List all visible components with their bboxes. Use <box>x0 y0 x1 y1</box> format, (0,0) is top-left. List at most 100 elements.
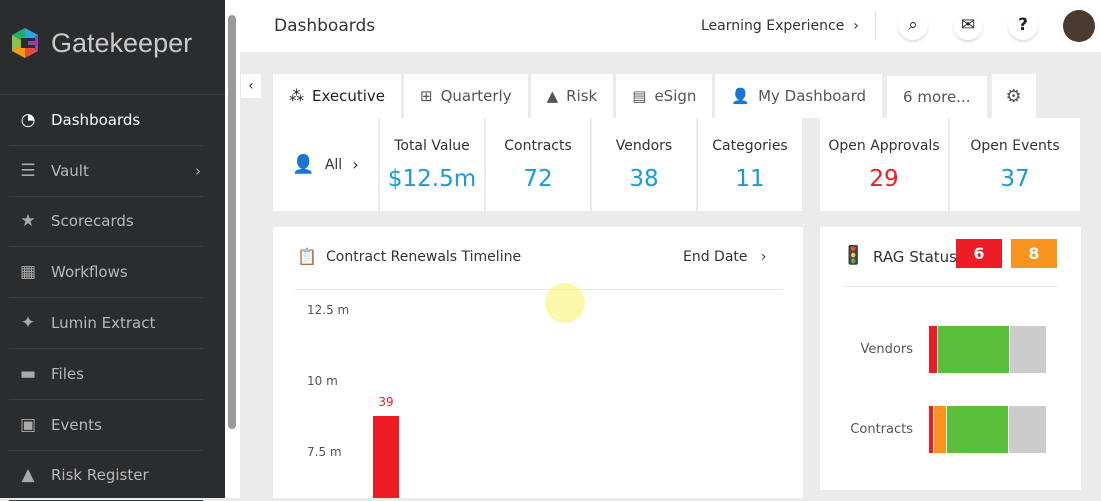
cursor-highlight <box>545 283 585 323</box>
sidebar-item-workflows[interactable]: ▦ Workflows <box>9 247 203 299</box>
tab-label: Risk <box>566 87 598 105</box>
stats-group: 👤 All › Total Value $12.5m Contracts 72 Vend… <box>273 118 802 211</box>
y-tick-label: 7.5 m <box>307 445 342 459</box>
header: Dashboards Learning Experience › ⌕ ✉ ? <box>240 0 1101 52</box>
rag-segment-green[interactable] <box>938 326 1009 373</box>
rag-segment-none[interactable] <box>1009 406 1046 453</box>
sidebar-item-dashboards[interactable]: ◔ Dashboards <box>9 95 203 146</box>
sidebar-item-lumin-extract[interactable]: ✦ Lumin Extract <box>9 298 203 349</box>
tab-6-more[interactable]: 6 more... <box>885 74 989 118</box>
dashboard-settings-button[interactable]: ⚙ <box>991 74 1036 118</box>
scrollbar-thumb[interactable] <box>228 15 236 429</box>
sidebar-item-label: Lumin Extract <box>51 314 156 333</box>
stat-open-approvals[interactable]: Open Approvals 29 <box>820 118 948 211</box>
collapse-button[interactable]: ‹ <box>241 74 261 98</box>
logo[interactable]: Gatekeeper <box>9 27 192 59</box>
clipboard-check-icon: 📋 <box>297 247 317 266</box>
amber-count-badge[interactable]: 8 <box>1011 239 1057 268</box>
tab-risk[interactable]: ▲ Risk <box>530 74 614 118</box>
stat-value: 29 <box>869 165 899 192</box>
stat-value: 37 <box>1000 165 1030 192</box>
end-date-sort[interactable]: End Date › <box>683 249 767 265</box>
link-label: Learning Experience <box>701 18 845 34</box>
dashboard-tabs: ⁂ Executive ⊞ Quarterly ▲ Risk ▤ eSign 👤 My Dashb… <box>273 74 1036 118</box>
network-icon: ⁂ <box>289 87 304 105</box>
tab-executive[interactable]: ⁂ Executive <box>273 74 402 118</box>
divider <box>295 289 783 290</box>
red-count-badge[interactable]: 6 <box>956 239 1002 268</box>
stat-value: 72 <box>523 165 553 192</box>
sidebar-item-label: Risk Register <box>51 466 149 485</box>
y-tick-label: 12.5 m <box>307 303 350 317</box>
sort-label: End Date <box>683 249 748 265</box>
rag-segment-amber[interactable] <box>933 406 947 453</box>
tab-quarterly[interactable]: ⊞ Quarterly <box>404 74 528 118</box>
rag-category-label: Contracts <box>850 422 913 437</box>
avatar[interactable] <box>1063 10 1095 42</box>
tab-label: 6 more... <box>903 88 971 106</box>
chevron-right-icon: › <box>760 249 767 265</box>
filter-all[interactable]: 👤 All › <box>273 118 378 211</box>
sidebar-item-files[interactable]: ▬ Files <box>9 349 203 400</box>
page-title: Dashboards <box>274 16 376 36</box>
sidebar-item-scorecards[interactable]: ★ Scorecards <box>9 197 203 248</box>
document-icon: ▤ <box>632 87 647 105</box>
tab-label: My Dashboard <box>758 87 867 105</box>
stat-value: 38 <box>629 165 659 192</box>
chevron-right-icon: › <box>195 161 201 180</box>
sidebar-nav: ◔ Dashboards ☰ Vault › ★ Scorecards ▦ Workflows ✦… <box>0 94 225 501</box>
stats-group-open: Open Approvals 29 Open Events 37 <box>820 118 1080 211</box>
user-icon: 👤 <box>292 154 315 175</box>
stat-vendors[interactable]: Vendors 38 <box>592 118 696 211</box>
tab-label: Executive <box>312 87 386 105</box>
warning-icon: ▲ <box>546 87 559 105</box>
sparkle-icon: ✦ <box>20 313 36 334</box>
card-title: Contract Renewals Timeline <box>326 249 522 265</box>
scorecard-icon: ★ <box>20 211 36 232</box>
gatekeeper-logo-icon <box>12 28 38 58</box>
sidebar-item-events[interactable]: ▣ Events <box>9 400 203 451</box>
stat-label: Vendors <box>615 137 673 154</box>
rag-status-card: 🚦 RAG Status 6 8 Vendors Contracts <box>820 227 1081 490</box>
sidebar-item-vault[interactable]: ☰ Vault › <box>9 146 203 197</box>
rag-segment-none[interactable] <box>1009 326 1046 373</box>
vault-icon: ☰ <box>20 160 36 181</box>
tab-label: eSign <box>654 87 697 105</box>
chevron-right-icon: › <box>853 18 859 34</box>
search-icon[interactable]: ⌕ <box>898 10 928 40</box>
chevron-right-icon: › <box>352 155 359 174</box>
stat-total-value[interactable]: Total Value $12.5m <box>380 118 484 211</box>
sidebar-item-label: Events <box>51 415 102 434</box>
y-tick-label: 10 m <box>307 374 338 388</box>
sidebar-item-risk-register[interactable]: ▲ Risk Register <box>9 451 203 501</box>
tab-my-dashboard[interactable]: 👤 My Dashboard <box>715 74 883 118</box>
traffic-light-icon: 🚦 <box>842 245 865 266</box>
divider <box>842 286 1059 287</box>
mail-icon[interactable]: ✉ <box>953 10 983 40</box>
sidebar-item-label: Vault <box>51 161 89 180</box>
rag-segment-green[interactable] <box>947 406 1009 453</box>
stat-value: $12.5m <box>387 165 477 192</box>
help-icon[interactable]: ? <box>1008 10 1038 40</box>
sidebar-item-label: Files <box>51 364 84 383</box>
sidebar-scrollbar[interactable] <box>225 0 240 498</box>
tab-esign[interactable]: ▤ eSign <box>616 74 713 118</box>
stat-contracts[interactable]: Contracts 72 <box>486 118 590 211</box>
filter-label: All <box>324 156 343 173</box>
bar[interactable] <box>373 416 399 498</box>
tab-label: Quarterly <box>440 87 512 105</box>
warning-icon: ▲ <box>21 465 35 486</box>
stat-label: Categories <box>712 137 788 154</box>
contract-renewals-card: 📋 Contract Renewals Timeline End Date › … <box>273 227 803 498</box>
stat-open-events[interactable]: Open Events 37 <box>950 118 1080 211</box>
stat-categories[interactable]: Categories 11 <box>698 118 802 211</box>
calendar-icon: ▣ <box>19 414 37 435</box>
rag-segment-red[interactable] <box>929 326 938 373</box>
stat-label: Contracts <box>504 137 572 154</box>
learning-experience-link[interactable]: Learning Experience › <box>701 18 859 34</box>
stat-value: 11 <box>735 165 765 192</box>
rag-title: RAG Status <box>873 248 958 266</box>
rag-segment-red[interactable] <box>929 406 933 453</box>
user-dashboard-icon: 👤 <box>731 87 751 105</box>
gear-icon: ⚙ <box>1005 85 1022 107</box>
